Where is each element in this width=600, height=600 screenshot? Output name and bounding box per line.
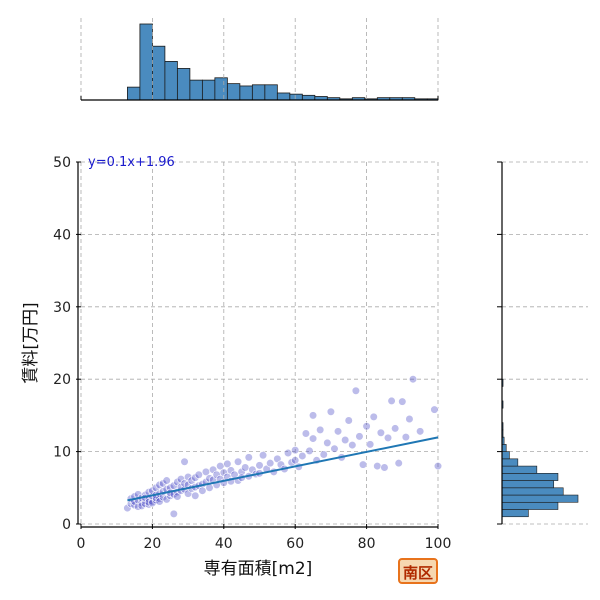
x-histogram-bar	[164, 61, 178, 101]
scatter-point	[323, 438, 332, 448]
y-histogram-bar	[501, 509, 529, 518]
y-axis-label: 賃料[万円]	[21, 302, 41, 383]
x-histogram-bar	[139, 23, 153, 101]
y-histogram-bar	[501, 444, 507, 452]
scatter-point	[194, 470, 203, 479]
scatter-point	[383, 433, 393, 442]
y-tick-label: 50	[53, 155, 71, 171]
scatter-point	[316, 425, 325, 434]
regression-equation: y=0.1x+1.96	[88, 155, 175, 170]
scatter-point	[291, 446, 300, 455]
x-histogram-bar	[189, 79, 203, 101]
scatter-point	[373, 461, 382, 471]
x-tick-label: 80	[358, 536, 376, 552]
y-histogram-bar	[501, 458, 519, 467]
scatter-point	[387, 396, 396, 406]
scatter-point	[291, 456, 300, 465]
scatter-point	[391, 424, 400, 433]
x-histogram-bar	[289, 93, 303, 101]
x-tick-label: 0	[77, 536, 86, 552]
scatter-point	[401, 433, 410, 442]
y-marginal-histogram	[497, 161, 588, 525]
scatter-point	[355, 432, 364, 441]
regression-line-group	[127, 436, 439, 502]
scatter-point	[398, 397, 407, 406]
scatter-point	[319, 450, 328, 459]
scatter-point	[169, 509, 178, 518]
y-histogram-bar	[501, 465, 538, 474]
x-histogram-bar	[151, 45, 166, 101]
x-histogram-bar	[176, 68, 191, 101]
y-tick-label: 20	[53, 372, 71, 388]
scatter-point	[408, 375, 418, 384]
scatter-point	[362, 422, 371, 431]
y-histogram-bar	[501, 501, 559, 510]
regression-line	[127, 436, 439, 502]
scatter-point	[348, 440, 357, 450]
x-histogram-bar	[226, 83, 241, 101]
scatter-point	[180, 457, 189, 466]
scatter-point	[405, 414, 414, 424]
y-tick-label: 0	[62, 517, 71, 533]
x-histogram-bar	[214, 77, 228, 101]
x-axis-label: 専有面積[m2]	[204, 559, 313, 579]
scatter-point	[341, 435, 350, 445]
x-histogram-bar	[251, 84, 266, 101]
scatter-point	[244, 453, 253, 462]
scatter-point	[308, 434, 318, 443]
scatter-point	[416, 427, 425, 436]
scatter-point	[369, 412, 378, 421]
x-histogram-bar	[239, 85, 253, 101]
scatter-point	[333, 427, 343, 436]
scatter-point	[380, 463, 389, 472]
scatter-point	[255, 461, 264, 470]
x-tick-label: 40	[215, 536, 233, 552]
x-tick-label: 60	[286, 536, 304, 552]
scatter-point	[433, 461, 443, 471]
x-histogram-bar	[276, 92, 291, 101]
main-axes: 0 20 40 60 80 100 0 10 20 30 40 50	[53, 155, 451, 552]
scatter-point	[376, 428, 385, 437]
x-histogram-bar	[201, 79, 216, 101]
scatter-point	[162, 476, 171, 485]
y-histogram-bar	[501, 494, 579, 503]
y-tick-label: 30	[53, 300, 71, 316]
x-tick-label: 20	[143, 536, 161, 552]
scatter-point	[283, 448, 293, 458]
x-tick-label: 100	[425, 536, 452, 552]
y-histogram-bar	[501, 487, 564, 496]
x-histogram-bar	[301, 94, 316, 101]
scatter-point	[191, 491, 200, 500]
scatter-point	[233, 457, 243, 466]
scatter-point	[223, 459, 232, 469]
y-histogram-bar	[501, 480, 555, 489]
region-badge: 南区	[398, 558, 438, 584]
scatter-point	[366, 440, 375, 449]
y-tick-label: 10	[53, 445, 71, 461]
scatter-point	[308, 411, 318, 420]
scatter-point	[305, 446, 314, 455]
scatter-point	[298, 451, 307, 461]
scatter-point	[266, 459, 275, 468]
x-marginal-histogram	[80, 18, 439, 101]
y-histogram-bar	[501, 451, 510, 460]
scatter-point	[358, 460, 368, 469]
scatter-point	[326, 407, 336, 416]
scatter-point	[198, 486, 207, 495]
scatter-point	[258, 451, 268, 460]
scatter-point	[344, 416, 353, 425]
x-histogram-bar	[264, 84, 278, 101]
y-histogram-bar	[501, 473, 559, 481]
scatter-point	[301, 429, 311, 438]
scatter-point	[430, 405, 439, 414]
y-tick-label: 40	[53, 227, 71, 243]
scatter-point	[394, 459, 403, 468]
scatter-point	[351, 386, 360, 395]
scatter-point	[241, 463, 250, 472]
x-histogram-bar	[127, 86, 141, 101]
scatter-point	[330, 444, 339, 453]
